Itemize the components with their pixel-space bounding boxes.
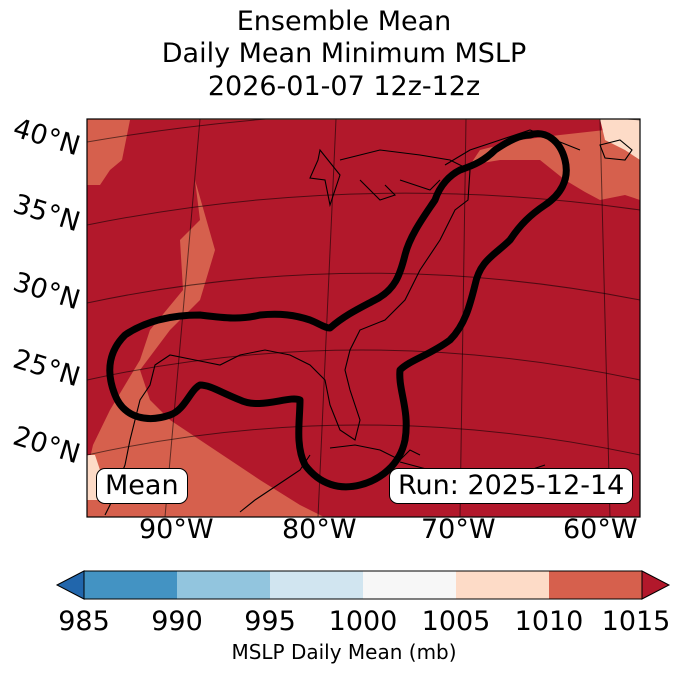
lon-label-60w: 60°W	[563, 514, 638, 545]
colorbar-label: MSLP Daily Mean (mb)	[231, 640, 457, 664]
colorbar-tick-1015: 1015	[601, 606, 671, 637]
colorbar-bin-1005-1010	[456, 571, 549, 599]
map-frame	[86, 118, 641, 518]
colorbar	[55, 570, 671, 600]
title-line-2: Daily Mean Minimum MSLP	[161, 38, 527, 69]
lon-label-70w: 70°W	[421, 514, 496, 545]
colorbar-tick-990: 990	[151, 606, 203, 637]
mean-label-box: Mean	[96, 468, 188, 504]
colorbar-tick-985: 985	[58, 606, 110, 637]
colorbar-bin-1010-1015	[549, 571, 642, 599]
colorbar-extend-low	[55, 570, 85, 600]
colorbar-tick-1010: 1010	[514, 606, 584, 637]
run-date-box: Run: 2025-12-14	[389, 468, 634, 504]
lon-label-90w: 90°W	[139, 514, 214, 545]
colorbar-bin-995-1000	[270, 571, 363, 599]
lon-label-80w: 80°W	[282, 514, 357, 545]
mslp-contour-1015	[106, 130, 570, 491]
colorbar-tick-995: 995	[244, 606, 296, 637]
colorbar-bin-985-990	[84, 571, 177, 599]
title-line-3: 2026-01-07 12z-12z	[207, 71, 481, 102]
title-line-1: Ensemble Mean	[236, 6, 452, 37]
colorbar-extend-high	[641, 570, 671, 600]
colorbar-bin-1000-1005	[363, 571, 456, 599]
colorbar-tick-1005: 1005	[421, 606, 491, 637]
band-above-1015	[87, 120, 640, 517]
colorbar-bin-990-995	[177, 571, 270, 599]
band-1010-1015-right	[590, 140, 640, 195]
map-fill-layer	[87, 119, 640, 517]
colorbar-tick-1000: 1000	[328, 606, 398, 637]
colorbar-frame	[83, 570, 643, 600]
